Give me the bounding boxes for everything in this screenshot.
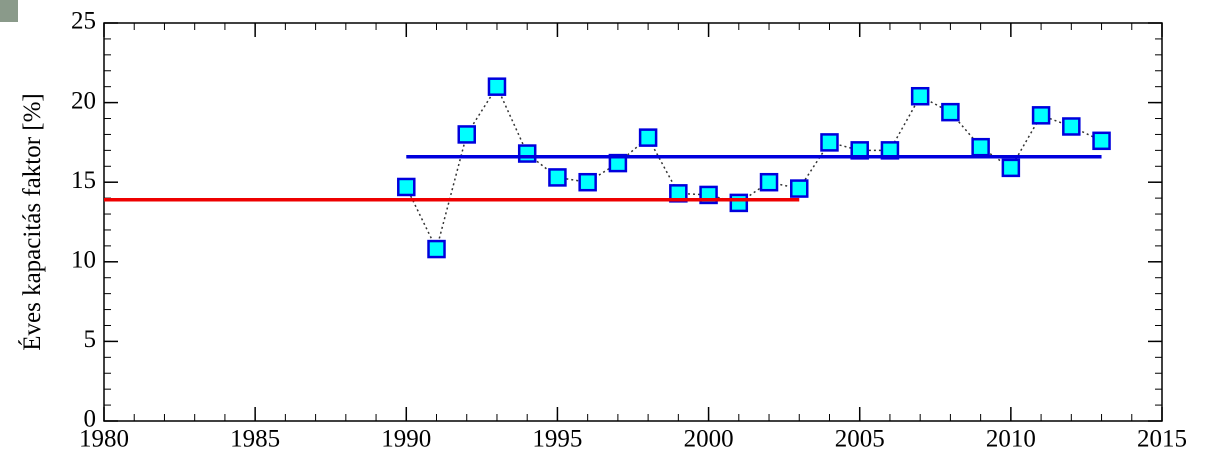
- x-tick-label: 2010: [986, 426, 1036, 453]
- x-tick-label: 1995: [532, 426, 582, 453]
- x-tick-label: 2015: [1137, 426, 1187, 453]
- plot-frame: [103, 22, 1163, 422]
- data-marker: [971, 137, 990, 157]
- data-marker: [638, 128, 658, 147]
- y-tick-label: 25: [71, 8, 96, 35]
- data-marker: [397, 177, 416, 197]
- x-tick-label: 2000: [684, 426, 734, 453]
- data-marker: [1092, 131, 1111, 151]
- x-tick-label: 2005: [835, 426, 885, 453]
- data-marker: [1062, 117, 1081, 136]
- data-marker: [790, 179, 809, 198]
- data-marker: [910, 86, 930, 106]
- data-marker: [759, 172, 779, 192]
- corner-icon: [0, 0, 18, 22]
- y-tick-label: 20: [71, 87, 96, 114]
- data-marker: [548, 168, 567, 187]
- data-marker: [729, 193, 749, 213]
- connector-line: [405, 85, 1102, 252]
- data-marker: [578, 172, 597, 192]
- y-tick-label: 0: [84, 406, 97, 433]
- data-marker: [487, 77, 507, 96]
- data-marker: [820, 133, 839, 152]
- x-tick-label: 1985: [230, 426, 280, 453]
- data-marker: [941, 102, 960, 122]
- y-tick-label: 10: [71, 247, 96, 274]
- data-marker: [517, 144, 537, 163]
- data-marker: [457, 125, 476, 144]
- y-tick-label: 5: [84, 326, 97, 353]
- y-tick-label: 15: [71, 167, 96, 194]
- y-axis-label: Éves kapacitás faktor [%]: [18, 93, 46, 351]
- data-marker: [1001, 158, 1021, 178]
- x-tick-label: 1990: [381, 426, 431, 453]
- data-marker: [427, 239, 446, 259]
- x-tick-label: 1980: [79, 426, 129, 453]
- data-marker: [1031, 106, 1051, 125]
